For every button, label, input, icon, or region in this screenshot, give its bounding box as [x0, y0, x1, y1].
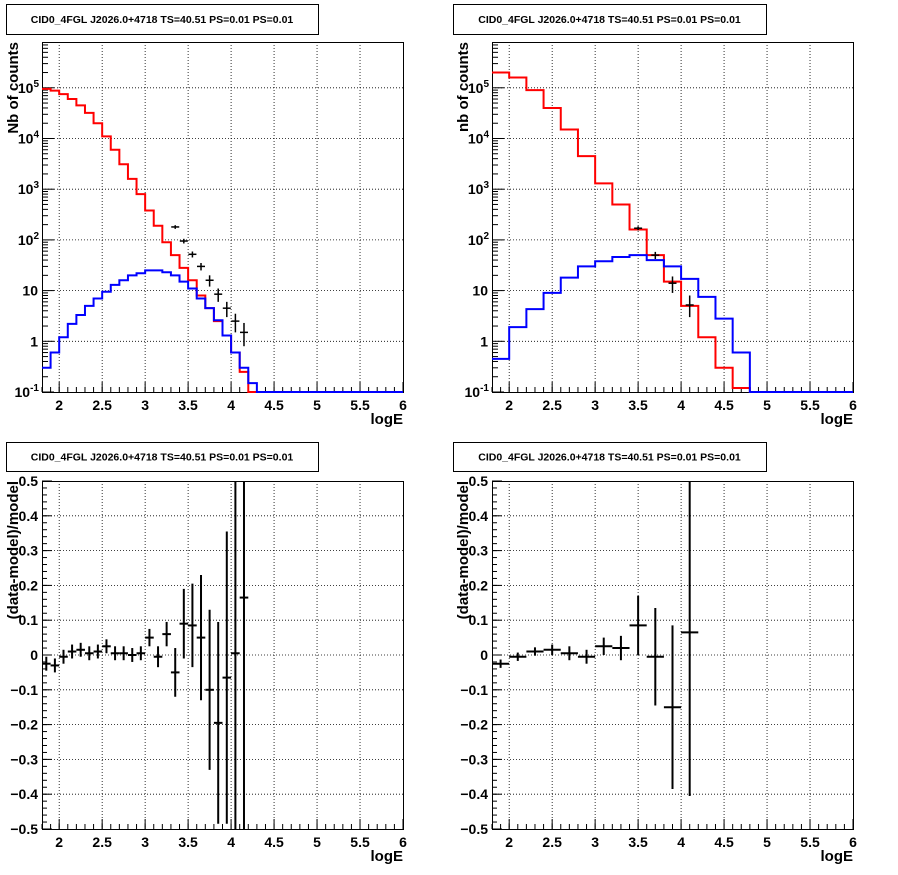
x-axis-label: logE — [371, 848, 404, 865]
y-axis-label: (data-model)/model — [5, 481, 22, 619]
x-tick-label: 3.5 — [178, 834, 198, 850]
x-tick-label: 6 — [849, 834, 857, 850]
y-tick-label: 0.3 — [469, 543, 489, 559]
y-tick-label: 0.5 — [469, 473, 489, 489]
x-axis-label: logE — [821, 848, 854, 865]
x-tick-label: 3.5 — [178, 397, 198, 413]
x-tick-label: 4 — [227, 834, 235, 850]
y-tick-label: −0.1 — [10, 682, 38, 698]
y-tick-label: −0.3 — [460, 751, 488, 767]
chart-panel-3: CID0_4FGL J2026.0+4718 TS=40.51 PS=0.01 … — [5, 442, 407, 865]
x-tick-label: 2 — [55, 834, 63, 850]
y-tick-label: 0.2 — [19, 577, 39, 593]
x-tick-label: 4.5 — [714, 397, 734, 413]
x-tick-label: 5 — [763, 834, 771, 850]
histogram-series-2 — [492, 254, 853, 393]
x-tick-label: 2 — [505, 397, 513, 413]
plot-frame — [492, 42, 854, 393]
y-tick-label: 102 — [468, 231, 490, 248]
x-tick-label: 2.5 — [542, 834, 562, 850]
y-tick-label: 1 — [480, 333, 488, 349]
y-tick-label: 0.5 — [19, 473, 39, 489]
chart-title: CID0_4FGL J2026.0+4718 TS=40.51 PS=0.01 … — [31, 14, 294, 26]
y-tick-label: 102 — [18, 231, 40, 248]
x-tick-label: 2 — [55, 397, 63, 413]
y-tick-label: 0 — [480, 647, 488, 663]
x-tick-label: 3 — [591, 397, 599, 413]
x-tick-label: 4.5 — [264, 397, 284, 413]
chart-title: CID0_4FGL J2026.0+4718 TS=40.51 PS=0.01 … — [478, 452, 741, 464]
y-tick-label: 0.4 — [19, 508, 39, 524]
y-axis-label: Nb of counts — [5, 42, 22, 134]
x-tick-label: 3.5 — [628, 834, 648, 850]
histogram-series-2 — [42, 269, 403, 393]
chart-title: CID0_4FGL J2026.0+4718 TS=40.51 PS=0.01 … — [478, 14, 741, 26]
x-tick-label: 4 — [677, 397, 685, 413]
x-tick-label: 3 — [591, 834, 599, 850]
y-tick-label: 0.3 — [19, 543, 39, 559]
plot-frame — [42, 481, 404, 830]
chart-panel-1: CID0_4FGL J2026.0+4718 TS=40.51 PS=0.01 … — [5, 4, 407, 428]
x-tick-label: 6 — [849, 397, 857, 413]
x-tick-label: 3 — [141, 397, 149, 413]
y-tick-label: 0.2 — [469, 577, 489, 593]
chart-panel-2: CID0_4FGL J2026.0+4718 TS=40.51 PS=0.01 … — [453, 4, 857, 428]
y-tick-label: 103 — [18, 180, 40, 197]
x-tick-label: 5 — [313, 834, 321, 850]
y-tick-label: 10 — [472, 283, 488, 299]
histogram-series-1 — [42, 87, 403, 393]
x-tick-label: 2 — [505, 834, 513, 850]
title-box — [453, 4, 767, 35]
x-tick-label: 5.5 — [800, 397, 820, 413]
x-axis-label: logE — [371, 411, 404, 428]
x-tick-label: 3 — [141, 834, 149, 850]
x-tick-label: 4.5 — [264, 834, 284, 850]
y-tick-label: 0.4 — [469, 508, 489, 524]
x-tick-label: 3.5 — [628, 397, 648, 413]
title-box — [6, 4, 319, 35]
y-tick-label: −0.5 — [10, 821, 38, 837]
chart-panel-4: CID0_4FGL J2026.0+4718 TS=40.51 PS=0.01 … — [453, 442, 857, 865]
plot-frame — [42, 42, 404, 393]
y-tick-label: 10-1 — [15, 383, 40, 400]
y-tick-label: −0.3 — [10, 751, 38, 767]
y-tick-label: 103 — [468, 180, 490, 197]
y-tick-label: 10-1 — [465, 383, 490, 400]
x-tick-label: 5.5 — [800, 834, 820, 850]
x-tick-label: 2.5 — [542, 397, 562, 413]
y-axis-label: (data-model)/model — [455, 481, 472, 619]
y-tick-label: 0.1 — [19, 612, 39, 628]
title-box — [6, 442, 319, 472]
histogram-series-1 — [492, 71, 853, 393]
x-tick-label: 6 — [399, 397, 407, 413]
x-tick-label: 5 — [313, 397, 321, 413]
x-axis-label: logE — [821, 411, 854, 428]
y-axis-label: nb of counts — [455, 42, 472, 132]
x-tick-label: 2.5 — [92, 834, 112, 850]
y-tick-label: 10 — [22, 283, 38, 299]
y-tick-label: −0.4 — [460, 786, 488, 802]
x-tick-label: 4 — [227, 397, 235, 413]
x-tick-label: 5.5 — [350, 834, 370, 850]
x-tick-label: 5.5 — [350, 397, 370, 413]
x-tick-label: 6 — [399, 834, 407, 850]
x-tick-label: 4 — [677, 834, 685, 850]
x-tick-label: 2.5 — [92, 397, 112, 413]
y-tick-label: 0 — [30, 647, 38, 663]
chart-title: CID0_4FGL J2026.0+4718 TS=40.51 PS=0.01 … — [31, 452, 294, 464]
title-box — [453, 442, 767, 472]
y-tick-label: −0.4 — [10, 786, 38, 802]
y-tick-label: −0.2 — [460, 717, 488, 733]
y-tick-label: 0.1 — [469, 612, 489, 628]
x-tick-label: 5 — [763, 397, 771, 413]
y-tick-label: −0.1 — [460, 682, 488, 698]
y-tick-label: −0.2 — [10, 717, 38, 733]
y-tick-label: −0.5 — [460, 821, 488, 837]
x-tick-label: 4.5 — [714, 834, 734, 850]
y-tick-label: 1 — [30, 333, 38, 349]
